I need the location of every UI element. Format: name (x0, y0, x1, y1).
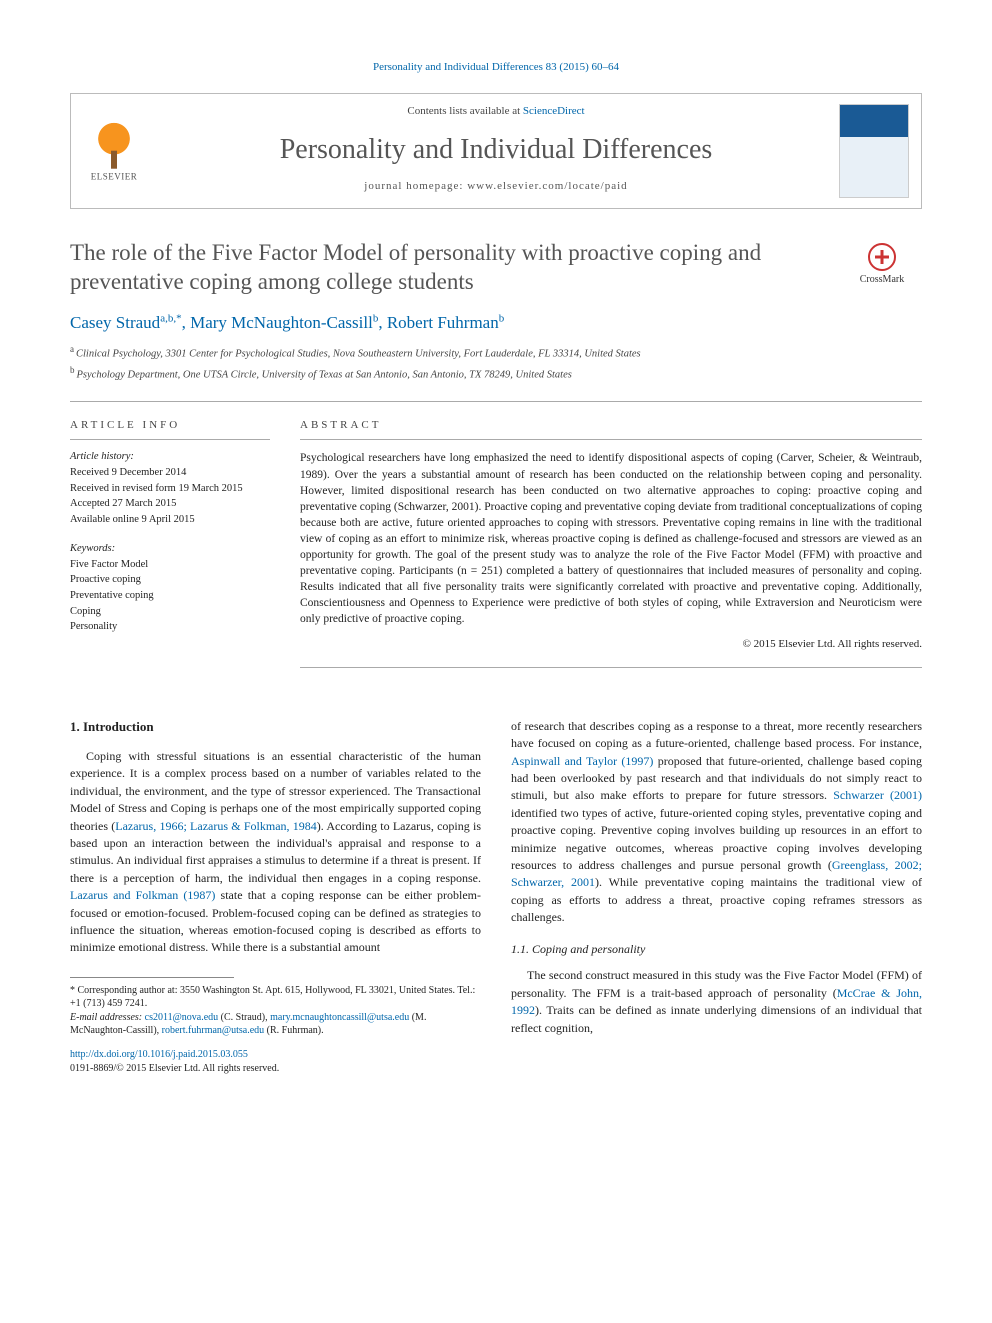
body-column-right: of research that describes coping as a r… (511, 718, 922, 1076)
author-2[interactable]: Mary McNaughton-Cassill (190, 313, 373, 332)
journal-homepage[interactable]: journal homepage: www.elsevier.com/locat… (71, 179, 921, 208)
intro-paragraph-1: Coping with stressful situations is an e… (70, 748, 481, 957)
author-1[interactable]: Casey Straud (70, 313, 160, 332)
crossmark-label: CrossMark (860, 274, 904, 285)
aff-sup-b: b (70, 365, 75, 375)
body-text: of research that describes coping as a r… (511, 719, 922, 750)
keyword: Preventative coping (70, 589, 270, 604)
affiliation-a: Clinical Psychology, 3301 Center for Psy… (76, 348, 641, 359)
journal-header: ELSEVIER Contents lists available at Sci… (70, 93, 922, 209)
email-label: E-mail addresses: (70, 1012, 145, 1023)
keywords-label: Keywords: (70, 542, 270, 557)
citation-link[interactable]: Lazarus, 1966; Lazarus & Folkman, 1984 (115, 819, 317, 833)
abstract-copyright: © 2015 Elsevier Ltd. All rights reserved… (300, 637, 922, 652)
crossmark-badge[interactable]: CrossMark (842, 243, 922, 287)
history-label: Article history: (70, 450, 270, 465)
author-3[interactable]: Robert Fuhrman (387, 313, 499, 332)
body-column-left: 1. Introduction Coping with stressful si… (70, 718, 481, 1076)
author-3-sup: b (499, 312, 505, 324)
elsevier-tree-icon (89, 119, 139, 169)
history-item: Received in revised form 19 March 2015 (70, 482, 270, 497)
history-item: Received 9 December 2014 (70, 466, 270, 481)
email-link[interactable]: cs2011@nova.edu (145, 1012, 219, 1023)
abstract-heading: ABSTRACT (300, 418, 922, 440)
contents-available-row: Contents lists available at ScienceDirec… (71, 94, 921, 123)
doi-block: http://dx.doi.org/10.1016/j.paid.2015.03… (70, 1048, 481, 1076)
authors-line: Casey Strauda,b,*, Mary McNaughton-Cassi… (70, 311, 922, 335)
email-name: (R. Fuhrman). (264, 1025, 323, 1036)
article-title: The role of the Five Factor Model of per… (70, 239, 922, 297)
running-citation: Personality and Individual Differences 8… (70, 60, 922, 75)
keyword: Proactive coping (70, 573, 270, 588)
citation-link[interactable]: Aspinwall and Taylor (1997) (511, 754, 653, 768)
email-link[interactable]: robert.fuhrman@utsa.edu (162, 1025, 265, 1036)
abstract-text: Psychological researchers have long emph… (300, 450, 922, 627)
email-name: (C. Straud), (218, 1012, 270, 1023)
intro-paragraph-2: of research that describes coping as a r… (511, 718, 922, 927)
aff-sup-a: a (70, 344, 74, 354)
journal-cover-thumbnail[interactable] (839, 104, 909, 198)
corresponding-author-footnote: * Corresponding author at: 3550 Washingt… (70, 984, 481, 1038)
author-sep: , (182, 313, 191, 332)
section-1-1-paragraph: The second construct measured in this st… (511, 967, 922, 1037)
email-link[interactable]: mary.mcnaughtoncassill@utsa.edu (270, 1012, 409, 1023)
article-history: Article history: Received 9 December 201… (70, 450, 270, 527)
issn-copyright: 0191-8869/© 2015 Elsevier Ltd. All right… (70, 1062, 481, 1076)
elsevier-label: ELSEVIER (83, 171, 145, 184)
doi-link[interactable]: http://dx.doi.org/10.1016/j.paid.2015.03… (70, 1048, 481, 1062)
affiliation-b: Psychology Department, One UTSA Circle, … (77, 369, 572, 380)
article-info-heading: ARTICLE INFO (70, 418, 270, 440)
sciencedirect-link[interactable]: ScienceDirect (523, 105, 585, 117)
article-info-column: ARTICLE INFO Article history: Received 9… (70, 418, 270, 668)
crossmark-icon (868, 243, 896, 271)
section-1-1-heading: 1.1. Coping and personality (511, 941, 922, 958)
keywords-block: Keywords: Five Factor Model Proactive co… (70, 542, 270, 635)
keyword: Personality (70, 620, 270, 635)
abstract-rule (300, 667, 922, 668)
author-sep: , (378, 313, 387, 332)
affiliations: aClinical Psychology, 3301 Center for Ps… (70, 343, 922, 383)
contents-prefix: Contents lists available at (407, 105, 522, 117)
corr-author-text: * Corresponding author at: 3550 Washingt… (70, 984, 481, 1011)
footnote-rule (70, 977, 234, 978)
history-item: Accepted 27 March 2015 (70, 497, 270, 512)
keyword: Five Factor Model (70, 558, 270, 573)
section-1-heading: 1. Introduction (70, 718, 481, 736)
elsevier-logo[interactable]: ELSEVIER (83, 119, 145, 184)
abstract-column: ABSTRACT Psychological researchers have … (300, 418, 922, 668)
history-item: Available online 9 April 2015 (70, 513, 270, 528)
author-1-sup: a,b,* (160, 312, 181, 324)
citation-link[interactable]: Schwarzer (2001) (833, 788, 922, 802)
keyword: Coping (70, 605, 270, 620)
journal-title: Personality and Individual Differences (71, 124, 921, 179)
citation-link[interactable]: Lazarus and Folkman (1987) (70, 888, 215, 902)
body-text: ). Traits can be defined as innate under… (511, 1003, 922, 1034)
